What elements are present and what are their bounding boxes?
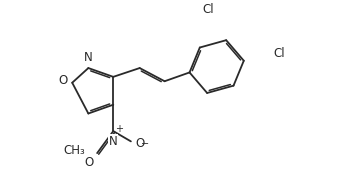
Text: N: N xyxy=(84,51,93,64)
Text: CH₃: CH₃ xyxy=(64,144,86,157)
Text: O: O xyxy=(58,74,68,87)
Text: O: O xyxy=(135,137,145,150)
Text: −: − xyxy=(142,139,150,149)
Text: Cl: Cl xyxy=(203,3,214,16)
Text: Cl: Cl xyxy=(274,47,285,60)
Text: +: + xyxy=(115,124,123,134)
Text: N: N xyxy=(109,135,118,148)
Text: O: O xyxy=(84,156,94,169)
